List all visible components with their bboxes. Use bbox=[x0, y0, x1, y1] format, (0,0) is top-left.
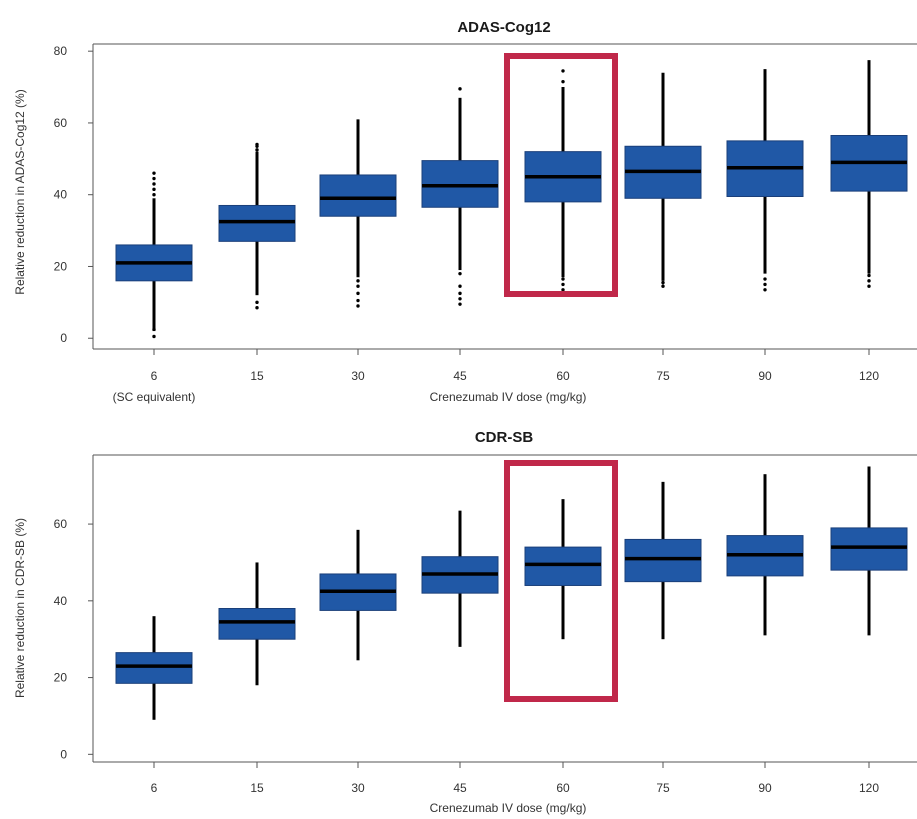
outlier-point bbox=[152, 193, 156, 197]
outlier-point bbox=[458, 271, 462, 276]
y-tick-label: 60 bbox=[54, 517, 68, 531]
outlier-point bbox=[458, 291, 462, 296]
box-iqr bbox=[218, 608, 296, 640]
outlier-point bbox=[561, 79, 565, 84]
box-iqr bbox=[319, 174, 397, 217]
outlier-point bbox=[255, 300, 259, 305]
outlier-point bbox=[152, 327, 156, 331]
x-tick-label: 6 bbox=[151, 369, 158, 383]
box-75: 75 bbox=[624, 72, 702, 383]
x-axis-label: Crenezumab IV dose (mg/kg) bbox=[430, 801, 587, 815]
outlier-point bbox=[255, 306, 259, 310]
outlier-point bbox=[561, 69, 565, 73]
y-tick-label: 20 bbox=[54, 671, 68, 685]
box-75: 75 bbox=[624, 481, 702, 795]
box-6: 6 bbox=[115, 616, 193, 795]
x-tick-label: 120 bbox=[859, 369, 879, 383]
y-tick-label: 60 bbox=[54, 116, 68, 130]
x-tick-label: 75 bbox=[656, 781, 670, 795]
highlight-box bbox=[504, 460, 618, 702]
y-tick-label: 20 bbox=[54, 259, 68, 273]
x-tick-label: 60 bbox=[556, 369, 570, 383]
x-tick-label: 6 bbox=[151, 781, 158, 795]
chart-title: ADAS-Cog12 bbox=[457, 19, 550, 36]
box-iqr bbox=[115, 652, 193, 684]
y-tick-label: 80 bbox=[54, 44, 68, 58]
outlier-point bbox=[356, 284, 360, 288]
box-30: 30 bbox=[319, 529, 397, 795]
box-45: 45 bbox=[421, 87, 499, 383]
box-45: 45 bbox=[421, 510, 499, 795]
outlier-point bbox=[458, 302, 462, 306]
outlier-point bbox=[561, 288, 565, 292]
x-tick-sublabel: (SC equivalent) bbox=[113, 390, 196, 404]
box-15: 15 bbox=[218, 562, 296, 795]
outlier-point bbox=[255, 148, 259, 152]
outlier-point bbox=[661, 280, 665, 285]
outlier-point bbox=[152, 171, 156, 175]
box-90: 90 bbox=[726, 69, 804, 383]
outlier-point bbox=[763, 277, 767, 281]
outlier-point bbox=[356, 291, 360, 296]
box-120: 120 bbox=[830, 60, 908, 383]
x-tick-label: 90 bbox=[758, 369, 772, 383]
outlier-point bbox=[867, 273, 871, 278]
box-iqr bbox=[421, 160, 499, 208]
y-axis-label: Relative reduction in ADAS-Cog12 (%) bbox=[13, 89, 27, 294]
y-axis-label: Relative reduction in CDR-SB (%) bbox=[13, 518, 27, 698]
box-120: 120 bbox=[830, 466, 908, 795]
x-axis-label: Crenezumab IV dose (mg/kg) bbox=[430, 390, 587, 404]
outlier-point bbox=[255, 142, 259, 147]
outlier-point bbox=[561, 277, 565, 281]
y-tick-label: 40 bbox=[54, 188, 68, 202]
y-tick-label: 0 bbox=[60, 331, 67, 345]
outlier-point bbox=[867, 284, 871, 288]
highlight-box bbox=[504, 53, 618, 297]
x-tick-label: 30 bbox=[351, 369, 365, 383]
y-tick-label: 0 bbox=[60, 747, 67, 761]
box-15: 15 bbox=[218, 142, 296, 383]
cdr-sb-panel: CDR-SB Relative reduction in CDR-SB (%) … bbox=[13, 429, 917, 815]
outlier-point bbox=[867, 279, 871, 283]
box-60: 60 bbox=[524, 499, 602, 795]
x-tick-label: 45 bbox=[453, 781, 467, 795]
outlier-point bbox=[152, 187, 156, 192]
x-tick-label: 45 bbox=[453, 369, 467, 383]
y-tick-label: 40 bbox=[54, 594, 68, 608]
outlier-point bbox=[356, 304, 360, 308]
x-tick-label: 15 bbox=[250, 781, 264, 795]
adas-cog12-panel: ADAS-Cog12 Relative reduction in ADAS-Co… bbox=[13, 19, 917, 404]
outlier-point bbox=[458, 87, 462, 91]
outlier-point bbox=[458, 297, 462, 301]
x-tick-label: 30 bbox=[351, 781, 365, 795]
box-30: 30 bbox=[319, 119, 397, 383]
outlier-point bbox=[458, 284, 462, 288]
outlier-point bbox=[763, 282, 767, 287]
box-iqr bbox=[830, 527, 908, 571]
box-iqr bbox=[218, 204, 296, 242]
outlier-point bbox=[152, 176, 156, 181]
box-60: 60 bbox=[524, 69, 602, 383]
outlier-point bbox=[561, 282, 565, 287]
x-tick-label: 15 bbox=[250, 369, 264, 383]
x-tick-label: 90 bbox=[758, 781, 772, 795]
outlier-point bbox=[763, 288, 767, 292]
outlier-point bbox=[152, 334, 156, 339]
x-tick-label: 75 bbox=[656, 369, 670, 383]
chart-title: CDR-SB bbox=[475, 429, 533, 446]
outlier-point bbox=[661, 284, 665, 288]
outlier-point bbox=[356, 298, 360, 303]
box-iqr bbox=[524, 546, 602, 586]
x-tick-label: 60 bbox=[556, 781, 570, 795]
x-tick-label: 120 bbox=[859, 781, 879, 795]
box-iqr bbox=[624, 538, 702, 583]
box-6: 6 bbox=[115, 171, 193, 383]
outlier-point bbox=[356, 279, 360, 283]
outlier-point bbox=[152, 182, 156, 186]
box-90: 90 bbox=[726, 474, 804, 795]
